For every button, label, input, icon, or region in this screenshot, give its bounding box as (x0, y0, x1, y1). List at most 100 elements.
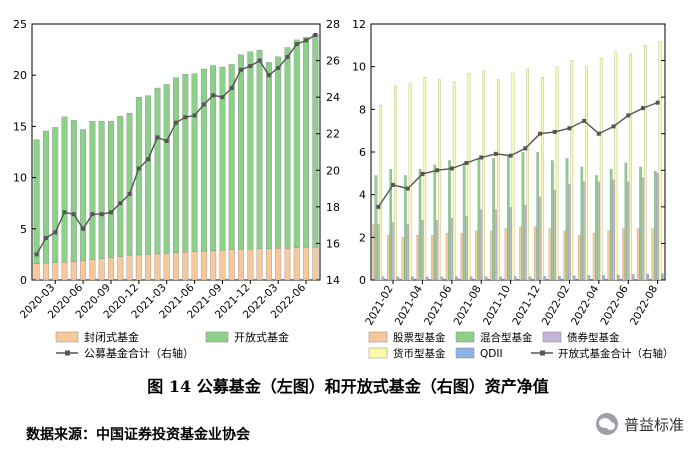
marker-total-left (257, 58, 262, 63)
bar-bond (450, 218, 454, 281)
marker-total-left (239, 67, 244, 72)
bar-stock (387, 235, 390, 281)
bar-open (293, 39, 300, 248)
marker-total-right (567, 126, 572, 131)
bar-open (219, 66, 226, 251)
marker-total-left (220, 95, 225, 100)
left-y2-tick-label: 14 (326, 274, 340, 287)
bar-stock (504, 228, 508, 281)
bar-closed (173, 252, 179, 281)
bar-mixed (609, 168, 613, 281)
bar-mixed (565, 158, 569, 281)
bar-stock (489, 230, 493, 281)
bar-open (247, 51, 254, 250)
bar-bond (656, 173, 659, 281)
bar-bond (494, 209, 498, 281)
marker-total-right (508, 153, 513, 158)
bar-open (89, 121, 96, 260)
bar-open (256, 49, 263, 249)
bar-closed (52, 262, 59, 281)
marker-total-left (294, 42, 299, 47)
legend-marker (540, 350, 545, 356)
bar-closed (108, 257, 114, 281)
bar-money (629, 53, 632, 281)
right-y-tick-label: 4 (359, 189, 366, 202)
bar-qdii (425, 276, 429, 281)
marker-total-right (405, 186, 410, 191)
bar-bond (538, 196, 542, 281)
marker-total-left (136, 166, 141, 171)
bar-bond (597, 181, 601, 281)
bar-money (438, 79, 441, 281)
legend-swatch (368, 347, 388, 359)
left-y2-tick-label: 16 (326, 237, 340, 250)
bar-bond (524, 205, 527, 281)
bar-stock (372, 224, 375, 281)
bar-closed (228, 249, 235, 281)
bar-qdii (514, 276, 517, 281)
bar-closed (219, 250, 226, 281)
bar-mixed (477, 158, 481, 281)
marker-total-left (229, 86, 234, 90)
bar-qdii (381, 276, 385, 281)
bar-qdii (528, 276, 532, 281)
left-y-tick-label: 5 (20, 223, 27, 236)
bar-bond (582, 181, 586, 281)
bar-mixed (536, 151, 539, 281)
wechat-icon (595, 413, 618, 435)
bar-bond (406, 224, 410, 281)
bar-closed (293, 247, 300, 281)
bar-stock (534, 226, 537, 281)
bar-money (555, 66, 559, 281)
right-y-tick-label: 12 (352, 18, 366, 31)
bar-qdii (587, 275, 591, 281)
bar-open (154, 87, 161, 255)
line-total-right (377, 101, 658, 208)
bar-mixed (374, 175, 378, 281)
marker-total-right (464, 160, 469, 165)
bar-closed (182, 252, 189, 281)
bar-closed (275, 248, 282, 281)
right-y-tick-label: 10 (352, 61, 366, 74)
bar-open (61, 116, 68, 263)
bar-closed (117, 256, 124, 281)
bar-stock (622, 228, 625, 281)
marker-total-right (493, 151, 498, 156)
right-x-tick-label: 2021-02 (363, 284, 395, 328)
bar-stock (607, 230, 611, 281)
marker-total-right (523, 146, 528, 151)
bar-money (497, 79, 500, 281)
bar-money (658, 40, 662, 281)
data-source: 数据来源：中国证券投资基金业协会 (26, 427, 250, 443)
marker-total-right (449, 166, 454, 171)
marker-total-left (276, 65, 281, 70)
marker-total-left (146, 157, 151, 162)
marker-total-right (611, 124, 616, 129)
marker-total-right (582, 118, 587, 123)
bar-qdii (440, 276, 444, 281)
marker-total-right (626, 113, 631, 118)
bar-mixed (506, 156, 510, 281)
bar-closed (61, 261, 68, 281)
legend-label: 债券型基金 (567, 331, 620, 344)
bar-stock (460, 232, 464, 281)
legend-swatch (368, 331, 388, 343)
bar-mixed (418, 168, 422, 281)
right-x-tick-label: 2022-02 (540, 284, 572, 328)
bar-open (135, 97, 142, 256)
bar-mixed (492, 158, 495, 281)
legend-label: 货币型基金 (393, 347, 446, 360)
bar-money (644, 45, 647, 281)
bar-open (228, 64, 235, 250)
bar-mixed (521, 151, 525, 281)
bar-open (284, 47, 291, 249)
legend-swatch (542, 331, 562, 343)
marker-total-left (211, 93, 216, 98)
bar-closed (163, 253, 170, 281)
bar-stock (445, 232, 449, 281)
marker-total-left (192, 113, 197, 118)
bar-bond (435, 220, 439, 281)
left-y2-tick-label: 22 (326, 128, 340, 141)
bar-open (33, 139, 40, 264)
